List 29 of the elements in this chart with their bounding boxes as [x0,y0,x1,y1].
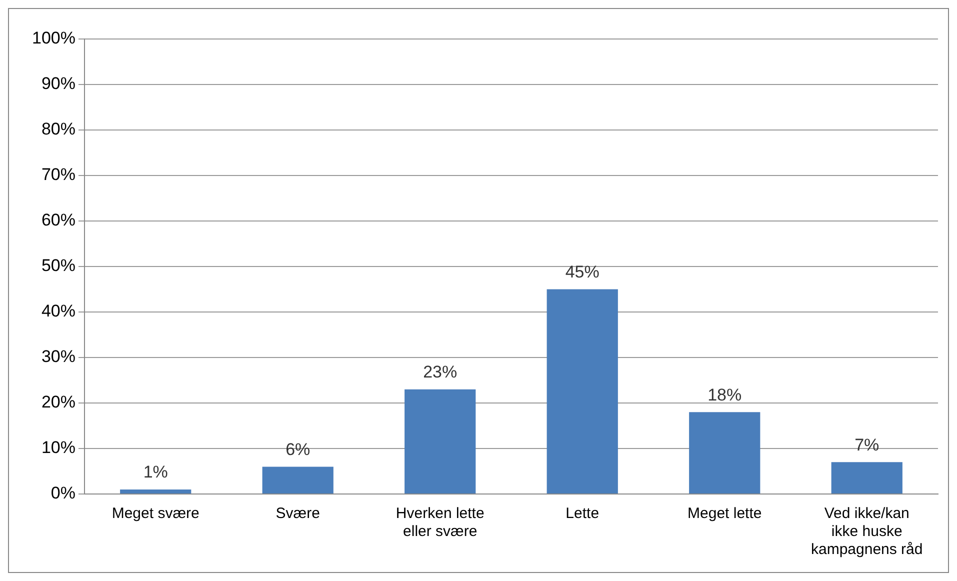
y-tick-label: 20% [41,392,76,412]
x-tick-label: Meget svære [112,505,200,522]
data-label: 23% [423,362,458,382]
x-tick-label: Hverken lette eller svære [396,505,484,540]
y-tick-label: 80% [41,120,76,139]
data-label: 6% [286,440,310,459]
bar [262,466,334,494]
y-tick-label: 70% [41,165,76,184]
bar [404,389,476,494]
y-tick-label: 40% [41,302,76,321]
x-tick-label: Svære [276,505,320,522]
bar [546,289,618,494]
y-tick-label: 30% [41,347,76,366]
data-label: 7% [854,435,880,454]
x-tick-label: Ved ikke/kan ikke huske kampagnens råd [811,505,923,558]
y-tick-label: 50% [41,256,76,276]
y-tick-label: 90% [41,74,76,94]
y-tick-label: 60% [41,210,76,230]
bar [689,412,760,494]
data-label: 1% [143,462,168,482]
y-tick-label: 0% [50,484,76,503]
data-label: 45% [565,262,600,282]
y-tick-label: 100% [32,28,76,48]
y-tick-label: 10% [41,438,76,458]
bar [831,462,902,494]
data-label: 18% [708,385,742,404]
x-tick-label: Meget lette [688,505,762,522]
bar [120,489,192,494]
x-tick-label: Lette [566,505,600,522]
